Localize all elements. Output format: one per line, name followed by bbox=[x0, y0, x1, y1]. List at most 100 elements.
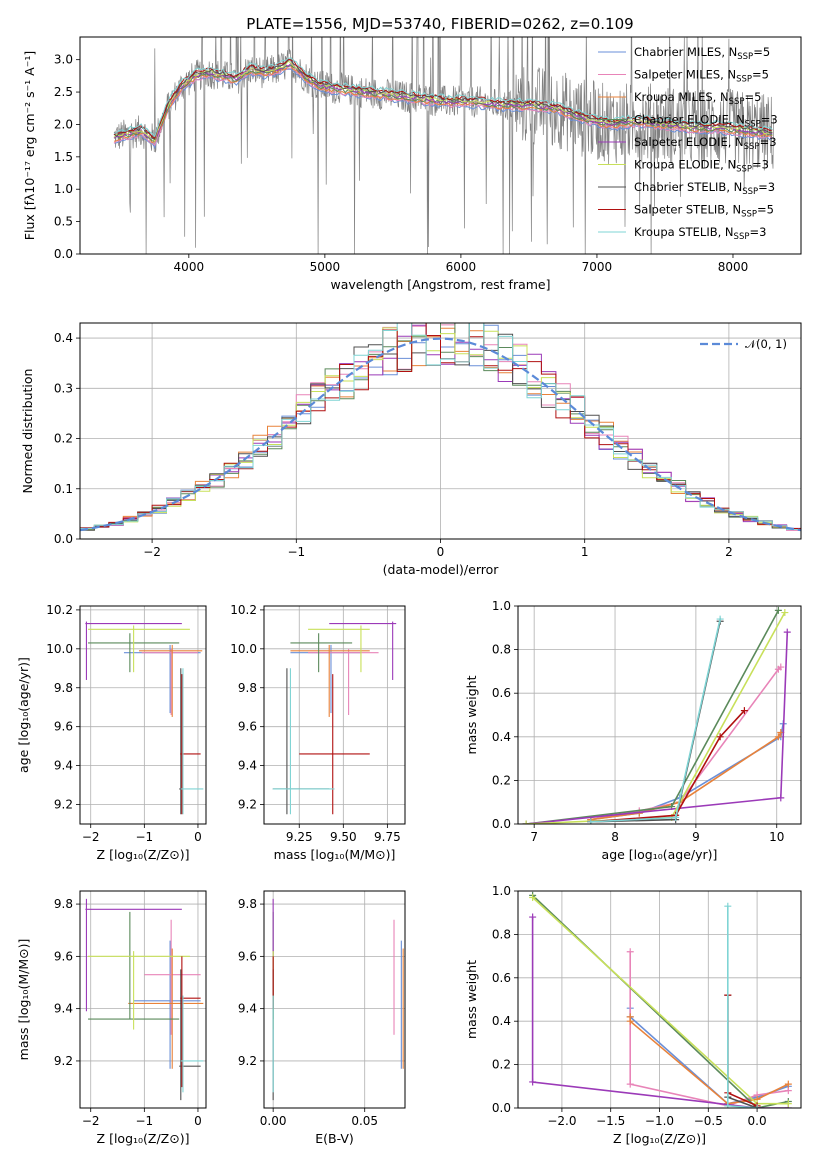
y-axis-label: Normed distribution bbox=[20, 369, 35, 494]
marker-kroupa-miles bbox=[784, 1080, 792, 1088]
observed-spectrum bbox=[113, 37, 774, 254]
legend-label-chabrier-miles: Chabrier MILES, NSSP=5 bbox=[634, 45, 770, 62]
x-tick-label: 6000 bbox=[446, 260, 477, 274]
legend-label-kroupa-elodie: Kroupa ELODIE, NSSP=3 bbox=[634, 158, 769, 175]
y-tick-label: 9.2 bbox=[238, 1054, 257, 1068]
line-salpeter-elodie bbox=[531, 917, 789, 1108]
y-tick-label: 0.4 bbox=[54, 331, 73, 345]
marker-kroupa-elodie bbox=[784, 1100, 792, 1108]
legend-label-kroupa-miles: Kroupa MILES, NSSP=5 bbox=[634, 90, 761, 107]
legend-name: Kroupa ELODIE bbox=[634, 158, 720, 172]
age-vs-mass-panel: 9.25 9.50 9.75 9.2 9.4 9.6 9.8 10.0 10.2 mass [lo… bbox=[230, 603, 406, 862]
marker-salpeter-elodie bbox=[777, 794, 785, 802]
x-axis-label: mass [log₁₀(M/M⊙)] bbox=[274, 847, 396, 862]
legend-subscript: SSP bbox=[741, 210, 757, 220]
y-axis-label: mass [log₁₀(M/M⊙)] bbox=[16, 939, 31, 1061]
model-chabrier-stelib bbox=[113, 59, 773, 141]
x-tick-label: 8000 bbox=[718, 260, 749, 274]
mass-vs-extinction-panel: 0.00 0.05 9.2 9.4 9.6 9.8 E(B-V) bbox=[238, 890, 406, 1146]
legend-infix: , N bbox=[718, 225, 734, 239]
gaussian-curve bbox=[80, 337, 801, 532]
line-kroupa-elodie bbox=[532, 896, 789, 1105]
marker-kroupa-stelib bbox=[724, 902, 732, 910]
mass-weight-plot-area bbox=[522, 606, 791, 824]
mass-weight-vs-metallicity-panel: −2.0 −1.5 −1.0 −0.5 0.0 0.0 0.2 0.4 0.6 0.8 1.0 Z [… bbox=[464, 884, 802, 1146]
y-tick-label: 9.6 bbox=[238, 949, 257, 963]
marker-kroupa-elodie bbox=[781, 609, 789, 617]
legend-subscript: SSP bbox=[742, 187, 758, 197]
x-tick-label: −2 bbox=[82, 1114, 100, 1128]
legend-name: Salpeter STELIB bbox=[634, 203, 725, 217]
legend-subscript: SSP bbox=[736, 165, 752, 175]
legend-name: Salpeter ELODIE bbox=[634, 135, 728, 149]
marker-kroupa-stelib bbox=[716, 615, 724, 623]
axes-frame bbox=[517, 890, 802, 1109]
axes-frame bbox=[263, 605, 406, 825]
line-chabrier-stelib bbox=[590, 621, 721, 823]
y-tick-label: 0.0 bbox=[492, 817, 511, 831]
x-axis-label: (data-model)/error bbox=[383, 562, 500, 577]
axes-frame bbox=[79, 605, 207, 825]
x-tick-label: 9.50 bbox=[330, 830, 357, 844]
marker-kroupa-elodie bbox=[529, 894, 537, 902]
legend-name: Kroupa MILES bbox=[634, 90, 713, 104]
axes-frame bbox=[79, 890, 207, 1109]
x-tick-label: 7000 bbox=[582, 260, 613, 274]
x-axis-label: Z [log₁₀(Z/Z⊙)] bbox=[613, 1131, 706, 1146]
y-tick-label: 9.8 bbox=[54, 681, 73, 695]
x-tick-label: −1 bbox=[135, 1114, 153, 1128]
y-axis-label: age [log₁₀(age/yr)] bbox=[16, 657, 31, 773]
y-tick-label: 1.5 bbox=[54, 150, 73, 164]
x-tick-label: −0.5 bbox=[694, 1114, 723, 1128]
y-tick-label: 0.0 bbox=[54, 247, 73, 261]
y-tick-label: 9.6 bbox=[238, 720, 257, 734]
marker-salpeter-miles bbox=[626, 948, 634, 956]
errorbar-plot-area bbox=[85, 898, 204, 1101]
x-tick-label: 8 bbox=[611, 830, 619, 844]
x-tick-label: 5000 bbox=[310, 260, 341, 274]
marker-kroupa-stelib bbox=[672, 813, 680, 821]
legend-label-salpeter-elodie: Salpeter ELODIE, NSSP=3 bbox=[634, 135, 777, 152]
line-salpeter-miles bbox=[629, 951, 789, 1107]
y-tick-label: 9.8 bbox=[238, 897, 257, 911]
x-tick-label: 9.75 bbox=[374, 830, 401, 844]
legend-label-kroupa-stelib: Kroupa STELIB, NSSP=3 bbox=[634, 225, 766, 242]
axes-frame bbox=[79, 36, 802, 255]
y-tick-label: 0.1 bbox=[54, 482, 73, 496]
x-tick-label: 0 bbox=[194, 1114, 202, 1128]
y-tick-label: 3.0 bbox=[54, 53, 73, 67]
marker-salpeter-elodie bbox=[783, 628, 791, 636]
legend-count: =3 bbox=[749, 225, 766, 239]
marker-kroupa-miles bbox=[626, 1017, 634, 1025]
line-kroupa-elodie bbox=[526, 612, 786, 824]
x-tick-label: −2 bbox=[82, 830, 100, 844]
y-tick-label: 0.5 bbox=[54, 215, 73, 229]
marker-kroupa-miles bbox=[774, 733, 782, 741]
axes-frame bbox=[263, 890, 406, 1109]
x-tick-label: 0 bbox=[194, 830, 202, 844]
x-tick-label: 0 bbox=[437, 545, 445, 559]
marker-kroupa-stelib bbox=[724, 1102, 732, 1108]
y-tick-label: 9.4 bbox=[54, 759, 73, 773]
x-axis-label: Z [log₁₀(Z/Z⊙)] bbox=[97, 847, 190, 862]
x-tick-label: 0.05 bbox=[351, 1114, 378, 1128]
marker-kroupa-stelib bbox=[587, 818, 595, 824]
age-vs-metallicity-panel: −2 −1 0 9.2 9.4 9.6 9.8 10.0 10.2 Z [log₁₀(Z/Z⊙)]… bbox=[16, 603, 207, 862]
y-tick-label: 0.2 bbox=[54, 432, 73, 446]
x-tick-label: 0.0 bbox=[748, 1114, 767, 1128]
x-tick-label: −1 bbox=[135, 830, 153, 844]
legend-infix: , N bbox=[713, 90, 729, 104]
x-tick-label: −2 bbox=[143, 545, 161, 559]
x-axis-label: age [log₁₀(age/yr)] bbox=[602, 847, 718, 862]
legend-label-gaussian: 𝒩(0, 1) bbox=[745, 337, 787, 351]
marker-salpeter-miles bbox=[777, 663, 785, 671]
x-tick-label: 9.25 bbox=[286, 830, 313, 844]
y-tick-label: 0.8 bbox=[492, 643, 511, 657]
y-axis-label: mass weight bbox=[464, 960, 479, 1039]
legend-count: =3 bbox=[758, 180, 775, 194]
model-kroupa-stelib bbox=[113, 57, 773, 138]
y-tick-label: 0.4 bbox=[492, 1014, 511, 1028]
legend-count: =3 bbox=[760, 135, 777, 149]
y-tick-label: 1.0 bbox=[492, 599, 511, 613]
line-kroupa-stelib bbox=[727, 906, 758, 1108]
